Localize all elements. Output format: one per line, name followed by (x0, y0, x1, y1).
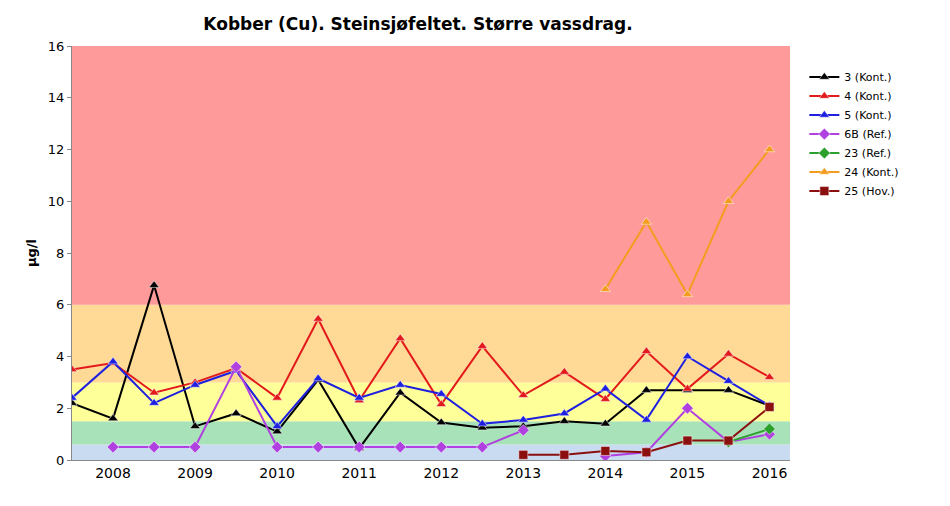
svg-text:2011: 2011 (341, 465, 377, 481)
svg-text:12: 12 (48, 142, 65, 157)
svg-text:8: 8 (56, 246, 64, 261)
svg-text:2009: 2009 (177, 465, 213, 481)
svg-text:25 (Hov.): 25 (Hov.) (844, 185, 894, 198)
svg-text:2013: 2013 (505, 465, 541, 481)
svg-text:µg/l: µg/l (24, 239, 39, 267)
svg-text:2016: 2016 (752, 465, 788, 481)
svg-text:24 (Kont.): 24 (Kont.) (844, 166, 898, 179)
svg-text:4 (Kont.): 4 (Kont.) (844, 90, 891, 103)
svg-text:2: 2 (56, 401, 64, 416)
svg-text:3 (Kont.): 3 (Kont.) (844, 71, 891, 84)
svg-text:2010: 2010 (259, 465, 295, 481)
svg-text:16: 16 (48, 39, 65, 54)
svg-text:5 (Kont.): 5 (Kont.) (844, 109, 891, 122)
svg-text:6: 6 (56, 297, 64, 312)
svg-text:6B (Ref.): 6B (Ref.) (844, 128, 891, 141)
svg-text:23 (Ref.): 23 (Ref.) (844, 147, 891, 160)
svg-text:2008: 2008 (95, 465, 131, 481)
svg-text:4: 4 (56, 349, 64, 364)
svg-text:0: 0 (56, 453, 64, 468)
svg-text:2015: 2015 (670, 465, 706, 481)
svg-text:Kobber (Cu). Steinsjøfeltet. S: Kobber (Cu). Steinsjøfeltet. Større vass… (203, 14, 632, 34)
svg-text:10: 10 (48, 194, 65, 209)
svg-text:2014: 2014 (588, 465, 624, 481)
svg-text:14: 14 (48, 90, 65, 105)
svg-text:2012: 2012 (423, 465, 459, 481)
